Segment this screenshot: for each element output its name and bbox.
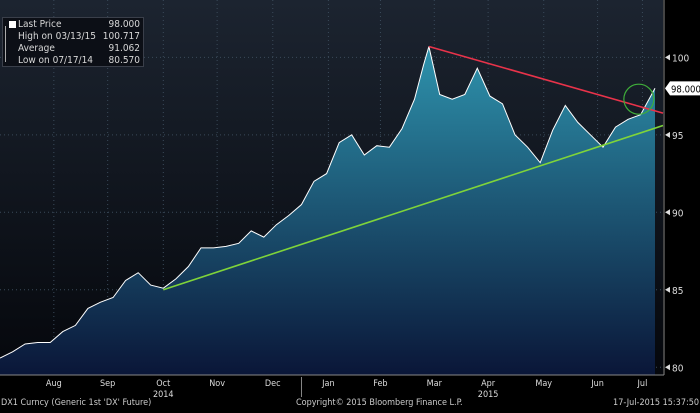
y-tick-label: 80: [672, 363, 684, 374]
square-icon: [9, 21, 16, 28]
legend-label: Last Price: [18, 19, 62, 30]
tick-marker-icon: [665, 131, 670, 138]
trendline: [163, 124, 664, 291]
x-tick-label: Apr: [481, 379, 496, 389]
x-tick-label: Jul: [637, 379, 648, 389]
x-tick-label: Sep: [100, 379, 115, 389]
legend-value: 80.570: [108, 55, 140, 66]
x-tick-label: Dec: [265, 379, 281, 389]
legend-value: 100.717: [102, 31, 140, 42]
highlight-circle: [623, 83, 655, 115]
y-tick-label: 100: [672, 53, 689, 64]
legend-last-price: Last Price 98.000: [6, 19, 140, 31]
x-tick-label: Feb: [373, 379, 387, 389]
tick-marker-icon: [665, 209, 670, 216]
last-price-label: 98.000: [671, 84, 700, 95]
x-year-label: 2014: [153, 390, 174, 400]
x-tick-label: Jan: [321, 379, 334, 389]
legend-label: Low on 07/17/14: [18, 55, 94, 66]
footer-timestamp: 17-Jul-2015 15:37:50: [613, 398, 699, 408]
y-tick-label: 90: [672, 208, 684, 219]
legend-average: Average 91.062: [6, 43, 140, 55]
y-tick-label: 85: [672, 286, 683, 297]
tick-marker-icon: [665, 286, 670, 293]
footer-ticker: DX1 Curncy (Generic 1st 'DX' Future): [1, 398, 152, 408]
x-tick-label: Aug: [46, 379, 62, 389]
tick-marker-icon: [665, 364, 670, 371]
x-tick-label: Nov: [209, 379, 225, 389]
y-tick-label: 95: [672, 131, 683, 142]
legend-value: 98.000: [108, 19, 140, 30]
tick-marker-icon: [665, 54, 670, 61]
legend: Last Price 98.000 High on 03/13/15 100.717…: [2, 17, 144, 67]
last-price-tag: [665, 81, 700, 96]
legend-value: 91.062: [108, 43, 140, 54]
x-tick-label: Jun: [590, 379, 604, 389]
legend-bracket-icon: [5, 26, 9, 62]
legend-label: Average: [18, 43, 55, 54]
legend-label: High on 03/13/15: [18, 31, 97, 42]
legend-low: Low on 07/17/14 80.570: [6, 55, 140, 67]
x-tick-label: Oct: [156, 379, 170, 389]
x-year-label: 2015: [478, 390, 499, 400]
x-tick-label: Mar: [427, 379, 443, 389]
legend-high: High on 03/13/15 100.717: [6, 31, 140, 43]
footer-copyright: Copyright© 2015 Bloomberg Finance L.P.: [296, 398, 463, 408]
price-area: [0, 46, 655, 375]
price-line: [0, 46, 656, 359]
x-tick-label: May: [535, 379, 552, 389]
